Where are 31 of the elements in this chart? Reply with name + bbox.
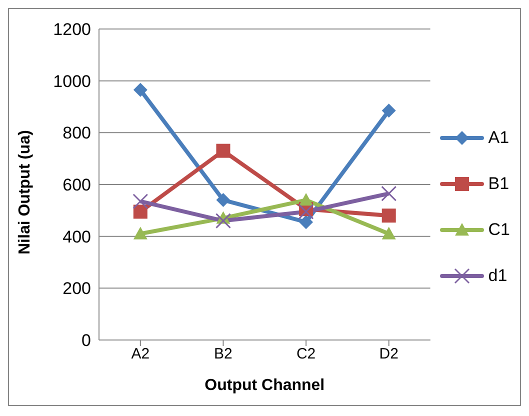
y-tick-label: 800	[62, 124, 91, 143]
point	[216, 193, 230, 208]
point	[382, 226, 396, 240]
y-tick-label: 0	[82, 331, 91, 350]
x-tick-label: B2	[214, 346, 232, 363]
legend-label: B1	[488, 174, 510, 194]
y-tick-label: 400	[62, 227, 91, 246]
point	[133, 204, 148, 219]
point	[299, 215, 314, 230]
y-tick-label: 1200	[53, 20, 91, 40]
legend-label: d1	[488, 266, 508, 286]
point	[133, 226, 148, 240]
x-tick-label: A2	[131, 346, 150, 363]
y-axis-title: Nilai Output (ua)	[16, 130, 34, 254]
y-tick-label: 200	[62, 279, 91, 298]
point	[298, 204, 314, 220]
point	[215, 213, 231, 229]
legend-label: A1	[488, 128, 510, 148]
point	[133, 82, 148, 97]
point	[132, 194, 148, 210]
x-tick-label: C2	[296, 346, 316, 363]
point	[382, 208, 396, 223]
point	[299, 193, 314, 206]
legend-label: C1	[488, 220, 510, 240]
point	[382, 104, 396, 118]
y-tick-label: 1000	[53, 72, 91, 91]
y-tick-label: 600	[62, 176, 91, 195]
x-tick-label: D2	[379, 346, 398, 363]
x-axis-title: Output Channel	[204, 377, 325, 394]
point	[381, 186, 397, 202]
point	[216, 144, 230, 158]
